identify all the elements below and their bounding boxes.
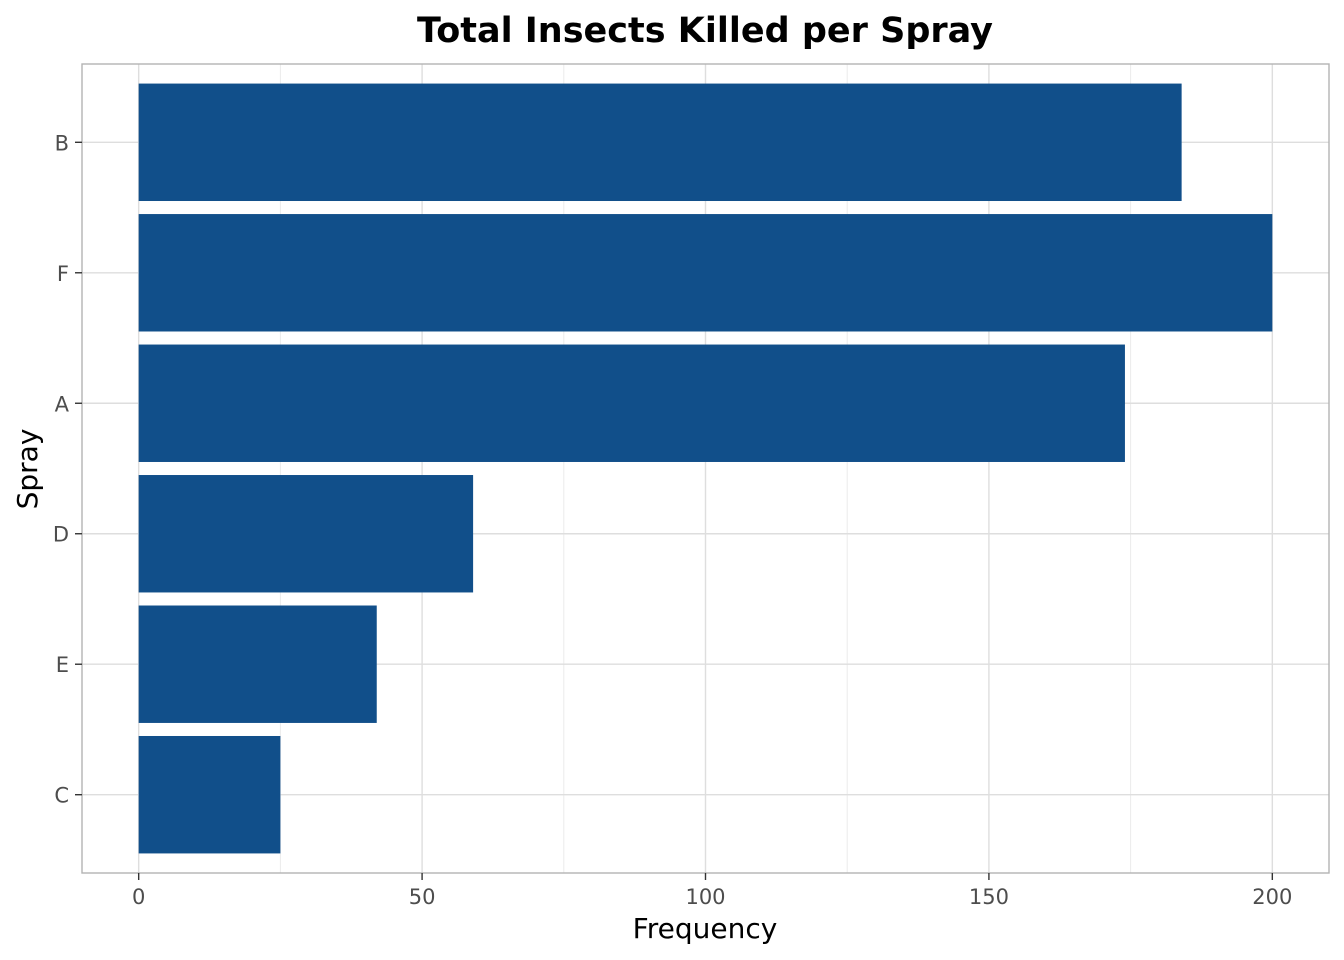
y-tick-label: D	[53, 523, 69, 547]
bars	[138, 83, 1273, 854]
bar-e	[138, 605, 377, 723]
x-tick-label: 200	[1252, 885, 1292, 909]
y-tick-label: F	[57, 262, 69, 286]
bar-c	[138, 735, 281, 854]
x-axis: 0 50 100 150 200	[132, 873, 1292, 909]
bar-d	[138, 475, 474, 593]
y-tick-label: C	[54, 784, 69, 808]
x-tick-label: 100	[685, 885, 725, 909]
x-axis-title: Frequency	[633, 912, 778, 945]
bar-f	[138, 214, 1273, 332]
bar-b	[138, 83, 1182, 202]
x-tick-label: 50	[409, 885, 436, 909]
y-tick-label: A	[55, 392, 70, 416]
y-tick-label: B	[55, 131, 69, 155]
x-tick-label: 150	[969, 885, 1009, 909]
bar-a	[138, 344, 1125, 462]
y-axis: B F A D E C	[53, 131, 82, 808]
chart-title: Total Insects Killed per Spray	[417, 11, 993, 51]
y-tick-label: E	[56, 653, 69, 677]
y-axis-title: Spray	[11, 429, 44, 510]
x-tick-label: 0	[132, 885, 145, 909]
